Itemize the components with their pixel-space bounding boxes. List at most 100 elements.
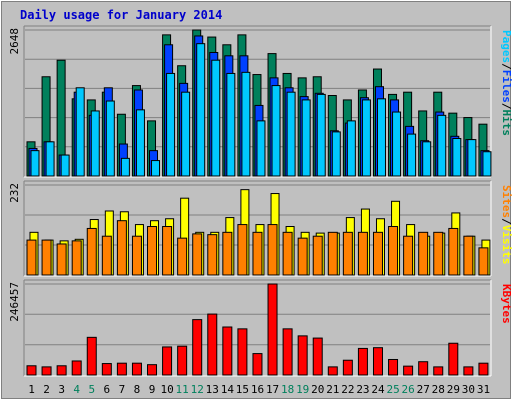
bar-kbytes — [71, 360, 82, 376]
bar-sites — [403, 235, 414, 276]
x-tick-label: 17 — [266, 383, 279, 396]
side-legend: Pages/Files/Hits — [500, 30, 512, 136]
bar-kbytes — [463, 366, 474, 376]
bar-pages — [467, 139, 477, 177]
x-tick-label: 10 — [160, 383, 173, 396]
x-tick-label: 24 — [371, 383, 385, 396]
x-tick-label: 30 — [462, 383, 475, 396]
bar-pages — [331, 131, 341, 177]
bar-sites — [147, 226, 158, 276]
side-legend-text: Sites/Visits — [500, 185, 512, 265]
bar-sites — [433, 231, 444, 276]
bar-kbytes — [86, 336, 97, 376]
bar-kbytes — [357, 347, 368, 376]
bar-pages — [135, 109, 145, 177]
side-legend-slash: / — [500, 218, 512, 225]
x-tick-label: 2 — [43, 383, 50, 396]
bar-kbytes — [207, 313, 218, 376]
bar-kbytes — [297, 335, 308, 376]
bar-pages — [316, 93, 326, 177]
bar-sites — [131, 235, 142, 276]
bar-pages — [226, 72, 236, 177]
bar-sites — [312, 235, 323, 276]
bar-kbytes — [403, 365, 414, 376]
bar-sites — [222, 231, 233, 276]
x-tick-label: 4 — [73, 383, 80, 396]
x-tick-label: 1 — [28, 383, 35, 396]
side-legend-files: Files — [500, 70, 512, 103]
bar-kbytes — [41, 366, 52, 376]
y-max-label: 2648 — [8, 28, 21, 55]
side-legend: Sites/Visits — [500, 185, 512, 265]
side-legend-text: Pages/Files/Hits — [500, 30, 512, 136]
bar-kbytes — [372, 347, 383, 376]
bar-sites — [56, 243, 67, 276]
bar-pages — [422, 141, 432, 177]
bar-pages — [407, 133, 417, 177]
bar-kbytes — [327, 366, 338, 376]
bar-sites — [101, 235, 112, 276]
x-tick-label: 15 — [236, 383, 249, 396]
x-tick-label: 7 — [119, 383, 126, 396]
bar-pages — [376, 98, 386, 177]
bar-pages — [256, 120, 266, 177]
x-tick-label: 5 — [88, 383, 95, 396]
bar-kbytes — [192, 319, 203, 376]
x-tick-label: 6 — [104, 383, 111, 396]
chart-title: Daily usage for January 2014 — [20, 8, 222, 22]
bar-kbytes — [177, 345, 188, 376]
x-tick-label: 26 — [402, 383, 415, 396]
side-legend: KBytes — [500, 284, 512, 324]
bar-pages — [105, 100, 115, 177]
x-tick-label: 11 — [176, 383, 189, 396]
x-tick-label: 14 — [221, 383, 235, 396]
bar-pages — [271, 85, 281, 177]
bar-sites — [267, 224, 278, 276]
side-legend-sites: Sites — [500, 185, 512, 218]
y-max-label: 246457 — [8, 282, 21, 322]
x-tick-label: 31 — [477, 383, 490, 396]
bar-kbytes — [237, 328, 248, 376]
bar-sites — [41, 239, 52, 276]
bar-kbytes — [162, 346, 173, 376]
bar-pages — [120, 157, 130, 177]
bar-pages — [151, 160, 161, 177]
bar-pages — [90, 110, 100, 177]
bar-sites — [448, 227, 459, 276]
bar-sites — [177, 237, 188, 276]
x-tick-label: 19 — [296, 383, 309, 396]
x-tick-label: 3 — [58, 383, 65, 396]
bar-kbytes — [116, 362, 127, 376]
bar-pages — [75, 87, 85, 177]
bar-sites — [388, 226, 399, 276]
panel-hits-files-pages: 2648 Pages/Files/Hits — [8, 25, 512, 178]
bar-pages — [301, 99, 311, 177]
bar-kbytes — [433, 366, 444, 376]
bar-kbytes — [147, 364, 158, 376]
bar-sites — [26, 239, 37, 276]
bar-pages — [392, 111, 402, 177]
bar-pages — [45, 141, 55, 177]
bar-kbytes — [26, 365, 37, 376]
bar-pages — [346, 120, 356, 177]
bar-pages — [452, 138, 462, 177]
bar-sites — [162, 226, 173, 276]
bar-kbytes — [478, 362, 489, 376]
bar-sites — [207, 234, 218, 276]
bar-pages — [30, 150, 40, 177]
bar-sites — [116, 220, 127, 276]
x-tick-label: 13 — [206, 383, 219, 396]
bar-kbytes — [388, 358, 399, 376]
panel-visits-sites: 232 Sites/Visits — [8, 180, 512, 277]
bar-pages — [241, 71, 251, 177]
bar-sites — [418, 231, 429, 276]
bar-sites — [357, 231, 368, 276]
x-tick-label: 27 — [417, 383, 430, 396]
x-tick-label: 18 — [281, 383, 294, 396]
x-tick-label: 20 — [311, 383, 324, 396]
bar-sites — [86, 227, 97, 276]
bar-pages — [166, 72, 176, 177]
bar-kbytes — [448, 342, 459, 376]
bar-kbytes — [56, 365, 67, 376]
x-tick-label: 12 — [191, 383, 204, 396]
